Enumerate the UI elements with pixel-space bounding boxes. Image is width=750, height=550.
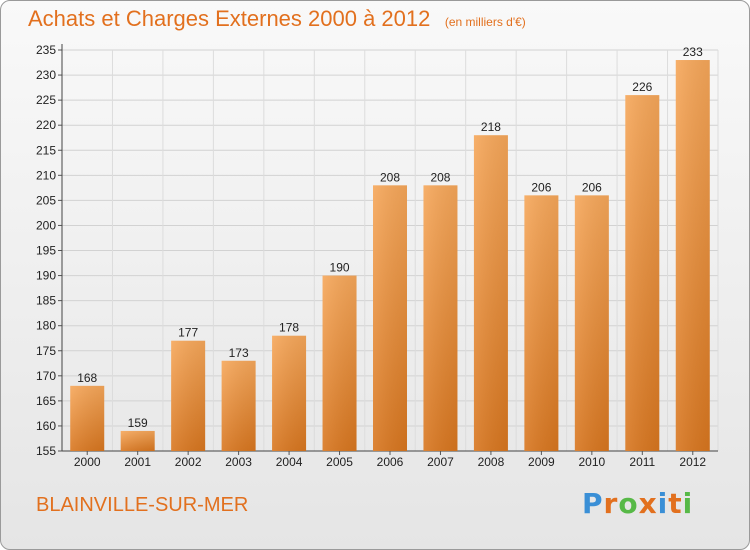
bar-value-label: 178 xyxy=(279,321,299,335)
x-tick-label: 2007 xyxy=(427,455,454,469)
bar-value-label: 206 xyxy=(582,180,602,194)
bar-value-label: 226 xyxy=(632,80,652,94)
x-tick-label: 2012 xyxy=(679,455,706,469)
x-tick-label: 2002 xyxy=(175,455,202,469)
bar-value-label: 177 xyxy=(178,326,198,340)
bar-shade xyxy=(322,275,357,451)
bar-value-label: 206 xyxy=(531,180,551,194)
labels: 168 2000 159 2001 177 2002 173 2003 178 2004 190 20… xyxy=(74,45,707,469)
logo-letter: x xyxy=(638,487,658,520)
bar-value-label: 168 xyxy=(77,371,97,385)
y-tick-label: 165 xyxy=(36,394,56,408)
y-tick-label: 190 xyxy=(36,269,56,283)
x-tick-label: 2008 xyxy=(478,455,505,469)
bar-value-label: 218 xyxy=(481,120,501,134)
bar-value-label: 208 xyxy=(380,170,400,184)
chart-title-block: Achats et Charges Externes 2000 à 2012 (… xyxy=(28,6,526,32)
bar-value-label: 190 xyxy=(330,261,350,275)
logo-letter: P xyxy=(582,487,604,520)
bar-value-label: 159 xyxy=(128,416,148,430)
logo-letter: i xyxy=(682,487,694,520)
y-tick-label: 170 xyxy=(36,369,56,383)
logo-letter: r xyxy=(603,487,619,520)
y-tick-label: 160 xyxy=(36,419,56,433)
bar-shade xyxy=(221,360,256,451)
bar-shade xyxy=(423,185,458,451)
bar-shade xyxy=(373,185,407,451)
logo-letter: i xyxy=(657,487,669,520)
proxiti-logo: Proxiti xyxy=(582,487,693,520)
x-tick-label: 2001 xyxy=(124,455,151,469)
bar-value-label: 173 xyxy=(229,346,249,360)
x-tick-label: 2009 xyxy=(528,455,555,469)
bar-value-label: 208 xyxy=(430,170,450,184)
bar-shade xyxy=(574,195,609,451)
bars xyxy=(70,60,710,452)
city-name: BLAINVILLE-SUR-MER xyxy=(36,494,249,516)
bar-shade xyxy=(70,385,105,451)
chart-subtitle: (en milliers d'€) xyxy=(444,15,526,29)
bar-shade xyxy=(120,430,155,451)
logo-letter: o xyxy=(618,487,639,520)
y-tick-label: 195 xyxy=(36,244,56,258)
y-tick-label: 205 xyxy=(36,193,56,207)
chart-title: Achats et Charges Externes 2000 à 2012 xyxy=(28,6,431,31)
y-tick-label: 185 xyxy=(36,294,56,308)
y-tick-label: 175 xyxy=(36,344,56,358)
y-tick-label: 155 xyxy=(36,444,56,458)
bar-shade xyxy=(171,340,206,451)
x-tick-label: 2006 xyxy=(377,455,404,469)
bar-value-label: 233 xyxy=(683,45,703,59)
x-tick-label: 2005 xyxy=(326,455,353,469)
y-tick-label: 215 xyxy=(36,143,56,157)
x-tick-label: 2004 xyxy=(276,455,303,469)
y-tick-label: 230 xyxy=(36,68,56,82)
y-tick-label: 220 xyxy=(36,118,56,132)
y-tick-label: 180 xyxy=(36,319,56,333)
x-tick-label: 2010 xyxy=(578,455,605,469)
x-tick-label: 2011 xyxy=(629,455,655,469)
logo-letter: t xyxy=(668,487,683,520)
y-tick-label: 225 xyxy=(36,93,56,107)
x-tick-label: 2000 xyxy=(74,455,101,469)
bar-shade xyxy=(272,335,307,451)
y-tick-label: 210 xyxy=(36,168,56,182)
bar-shade xyxy=(524,195,559,451)
y-tick-label: 200 xyxy=(36,218,56,232)
y-tick-label: 235 xyxy=(36,43,56,57)
x-tick-label: 2003 xyxy=(225,455,252,469)
bar-shade xyxy=(675,60,710,452)
bar-shade xyxy=(625,95,660,452)
bar-shade xyxy=(473,135,508,451)
